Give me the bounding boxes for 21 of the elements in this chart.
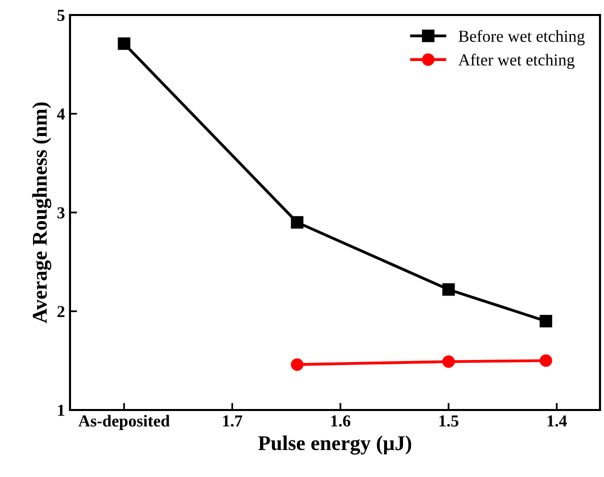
point bbox=[118, 37, 130, 50]
point bbox=[442, 355, 455, 368]
x-tick-label: 1.6 bbox=[331, 415, 350, 427]
y-tick-label: 2 bbox=[58, 306, 64, 318]
point bbox=[290, 358, 304, 371]
x-tick-label: 1.5 bbox=[439, 415, 458, 427]
point bbox=[290, 216, 304, 229]
point bbox=[442, 283, 455, 296]
y-tick-label: 5 bbox=[57, 10, 65, 21]
x-axis-title: Pulse energy (μJ) bbox=[258, 436, 412, 455]
y-axis-title: Average Roughness (nm) bbox=[32, 102, 52, 324]
x-tick-label: 1.4 bbox=[548, 415, 567, 427]
y-tick-label: 4 bbox=[57, 108, 65, 120]
x-tick-label: 1.7 bbox=[223, 415, 242, 427]
x-tick-label: As-deposited bbox=[78, 414, 170, 430]
legend-label: Before wet etching bbox=[458, 30, 585, 46]
point bbox=[540, 354, 552, 367]
y-tick-label: 1 bbox=[58, 404, 64, 416]
point bbox=[540, 314, 552, 328]
y-tick-label: 3 bbox=[57, 207, 65, 218]
legend-label: After wet etching bbox=[458, 54, 574, 69]
